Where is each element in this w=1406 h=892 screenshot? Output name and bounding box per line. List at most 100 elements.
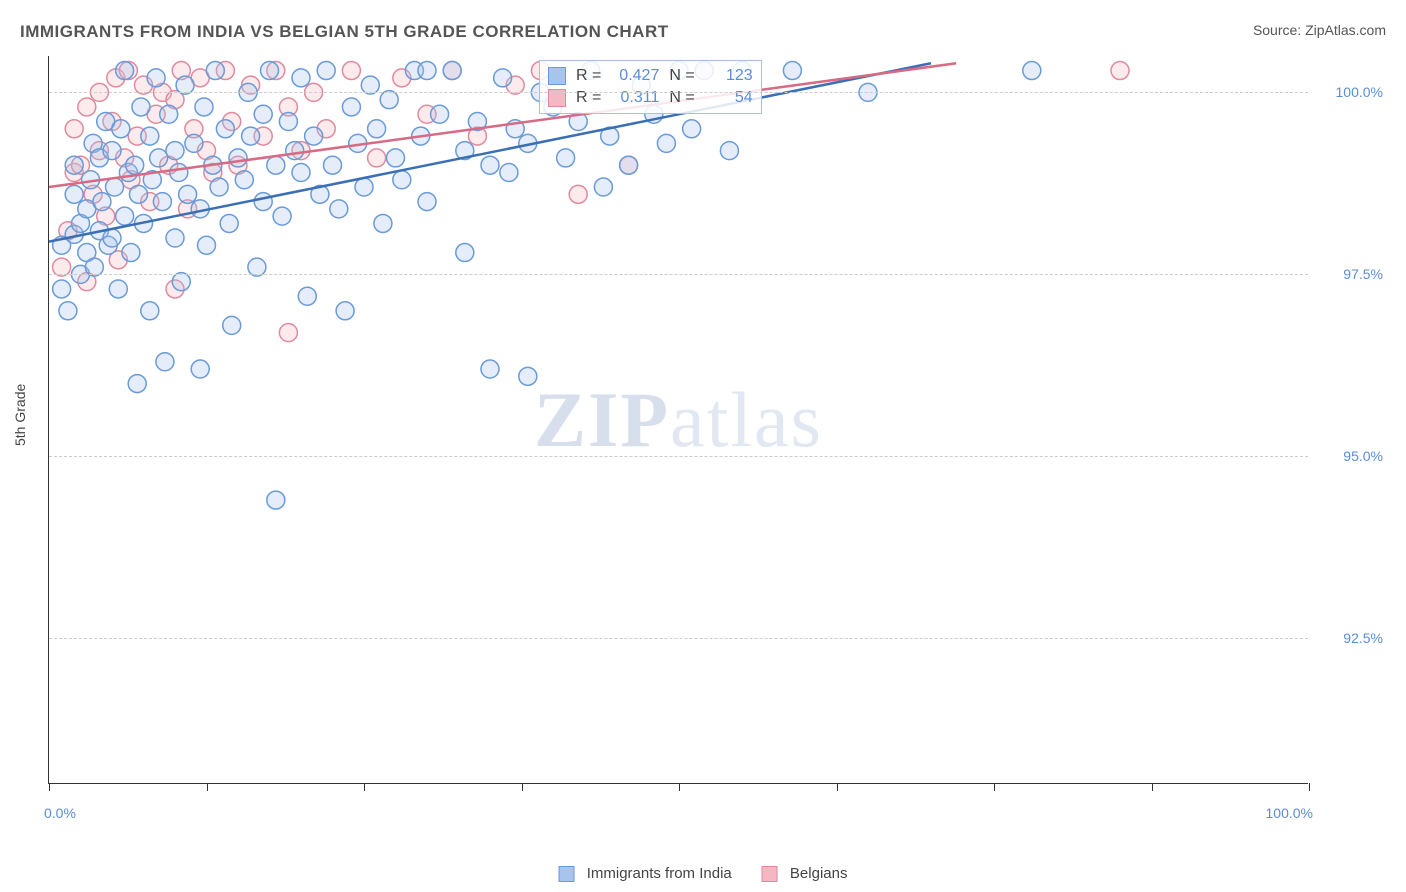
data-point-india bbox=[132, 98, 150, 116]
y-tick-label: 92.5% bbox=[1343, 630, 1383, 646]
data-point-india bbox=[206, 62, 224, 80]
legend-item-belgians: Belgians bbox=[762, 865, 848, 882]
data-point-india bbox=[330, 200, 348, 218]
data-point-belgians bbox=[279, 324, 297, 342]
legend-swatch-belgians bbox=[762, 866, 778, 882]
data-point-india bbox=[122, 244, 140, 262]
data-point-belgians bbox=[368, 149, 386, 167]
data-point-india bbox=[267, 156, 285, 174]
data-point-india bbox=[166, 229, 184, 247]
data-point-india bbox=[229, 149, 247, 167]
data-point-india bbox=[141, 127, 159, 145]
data-point-india bbox=[254, 193, 272, 211]
x-tick bbox=[522, 783, 523, 791]
y-tick-label: 95.0% bbox=[1343, 448, 1383, 464]
data-point-india bbox=[292, 163, 310, 181]
data-point-india bbox=[160, 105, 178, 123]
data-point-india bbox=[286, 142, 304, 160]
data-point-india bbox=[368, 120, 386, 138]
legend-label-belgians: Belgians bbox=[790, 865, 848, 882]
gridline-h bbox=[49, 92, 1308, 93]
x-tick bbox=[994, 783, 995, 791]
data-point-india bbox=[720, 142, 738, 160]
data-point-india bbox=[1023, 62, 1041, 80]
x-tick bbox=[679, 783, 680, 791]
data-point-india bbox=[141, 302, 159, 320]
gridline-h bbox=[49, 456, 1308, 457]
data-point-india bbox=[324, 156, 342, 174]
stats-n-india: 123 bbox=[705, 67, 753, 85]
plot-area: ZIPatlas R = 0.427 N = 123 R = 0.311 N =… bbox=[48, 56, 1308, 784]
data-point-india bbox=[305, 127, 323, 145]
legend-label-india: Immigrants from India bbox=[587, 865, 732, 882]
y-tick-label: 100.0% bbox=[1336, 84, 1383, 100]
data-point-india bbox=[126, 156, 144, 174]
scatter-svg bbox=[49, 56, 1308, 783]
x-tick bbox=[1152, 783, 1153, 791]
x-tick bbox=[49, 783, 50, 791]
data-point-india bbox=[519, 367, 537, 385]
data-point-belgians bbox=[342, 62, 360, 80]
data-point-india bbox=[185, 134, 203, 152]
data-point-india bbox=[620, 156, 638, 174]
data-point-india bbox=[254, 105, 272, 123]
data-point-belgians bbox=[78, 98, 96, 116]
x-tick bbox=[837, 783, 838, 791]
legend-item-india: Immigrants from India bbox=[559, 865, 732, 882]
data-point-india bbox=[393, 171, 411, 189]
stats-row-belgians: R = 0.311 N = 54 bbox=[548, 87, 753, 109]
data-point-india bbox=[418, 62, 436, 80]
x-tick bbox=[207, 783, 208, 791]
data-point-india bbox=[223, 316, 241, 334]
data-point-india bbox=[109, 280, 127, 298]
data-point-india bbox=[153, 193, 171, 211]
data-point-india bbox=[129, 185, 147, 203]
stats-swatch-india bbox=[548, 67, 566, 85]
source-attribution: Source: ZipAtlas.com bbox=[1253, 22, 1386, 38]
data-point-india bbox=[418, 193, 436, 211]
data-point-india bbox=[53, 280, 71, 298]
data-point-india bbox=[494, 69, 512, 87]
data-point-india bbox=[292, 69, 310, 87]
data-point-india bbox=[147, 69, 165, 87]
data-point-india bbox=[261, 62, 279, 80]
data-point-india bbox=[783, 62, 801, 80]
data-point-india bbox=[93, 193, 111, 211]
data-point-india bbox=[374, 214, 392, 232]
data-point-india bbox=[657, 134, 675, 152]
data-point-india bbox=[156, 353, 174, 371]
data-point-india bbox=[355, 178, 373, 196]
data-point-india bbox=[191, 360, 209, 378]
data-point-india bbox=[317, 62, 335, 80]
data-point-india bbox=[166, 142, 184, 160]
data-point-india bbox=[59, 302, 77, 320]
data-point-belgians bbox=[65, 120, 83, 138]
data-point-india bbox=[267, 491, 285, 509]
data-point-india bbox=[279, 113, 297, 131]
data-point-india bbox=[557, 149, 575, 167]
legend-bottom: Immigrants from India Belgians bbox=[559, 865, 848, 882]
data-point-india bbox=[298, 287, 316, 305]
data-point-india bbox=[342, 98, 360, 116]
chart-title: IMMIGRANTS FROM INDIA VS BELGIAN 5TH GRA… bbox=[20, 22, 669, 42]
data-point-india bbox=[216, 120, 234, 138]
data-point-india bbox=[242, 127, 260, 145]
stats-row-india: R = 0.427 N = 123 bbox=[548, 65, 753, 87]
data-point-india bbox=[220, 214, 238, 232]
data-point-india bbox=[235, 171, 253, 189]
x-tick bbox=[1309, 783, 1310, 791]
x-axis-max-label: 100.0% bbox=[1266, 805, 1313, 821]
data-point-india bbox=[103, 142, 121, 160]
data-point-india bbox=[481, 360, 499, 378]
gridline-h bbox=[49, 274, 1308, 275]
data-point-india bbox=[128, 375, 146, 393]
data-point-india bbox=[179, 185, 197, 203]
data-point-india bbox=[500, 163, 518, 181]
data-point-india bbox=[198, 236, 216, 254]
legend-swatch-india bbox=[559, 866, 575, 882]
data-point-belgians bbox=[569, 185, 587, 203]
data-point-india bbox=[65, 156, 83, 174]
data-point-india bbox=[170, 163, 188, 181]
data-point-india bbox=[443, 62, 461, 80]
data-point-india bbox=[116, 207, 134, 225]
